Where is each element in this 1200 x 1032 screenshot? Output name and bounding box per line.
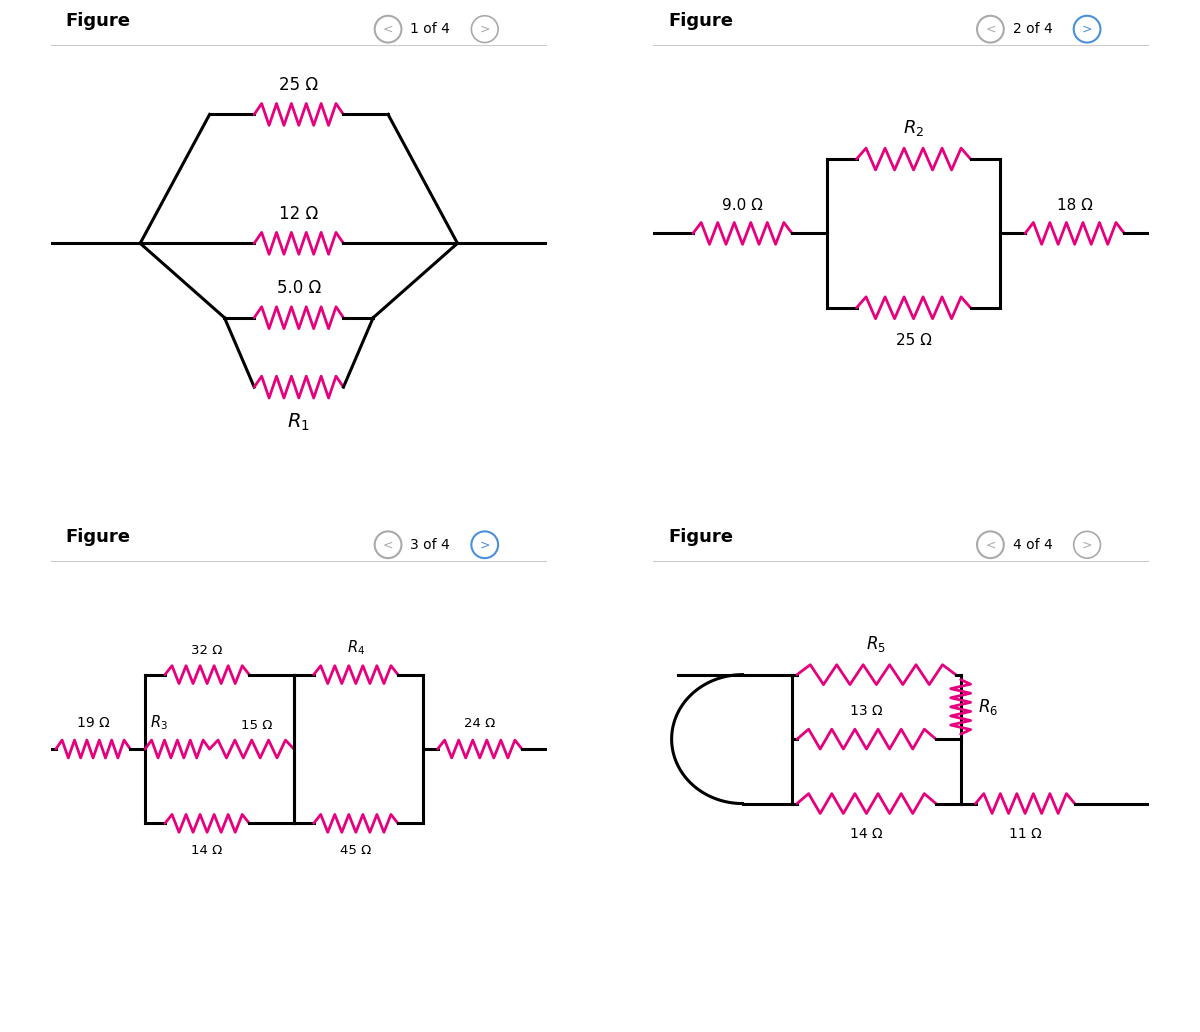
Text: >: > bbox=[1082, 23, 1092, 36]
Text: 45 Ω: 45 Ω bbox=[341, 844, 372, 858]
Text: 25 Ω: 25 Ω bbox=[280, 75, 318, 94]
Text: 14 Ω: 14 Ω bbox=[192, 844, 223, 858]
Text: 4 of 4: 4 of 4 bbox=[1013, 538, 1052, 552]
Text: 25 Ω: 25 Ω bbox=[895, 332, 931, 348]
Text: >: > bbox=[1082, 539, 1092, 551]
Text: <: < bbox=[985, 23, 996, 36]
Text: Figure: Figure bbox=[66, 527, 131, 546]
Text: <: < bbox=[985, 539, 996, 551]
Text: Figure: Figure bbox=[66, 12, 131, 30]
Text: $R_2$: $R_2$ bbox=[902, 119, 924, 138]
Text: $R_4$: $R_4$ bbox=[347, 639, 365, 657]
Text: 15 Ω: 15 Ω bbox=[241, 718, 272, 732]
Text: Figure: Figure bbox=[668, 12, 733, 30]
Text: <: < bbox=[383, 539, 394, 551]
Text: $R_3$: $R_3$ bbox=[150, 713, 168, 732]
Text: >: > bbox=[480, 539, 490, 551]
Text: $R_5$: $R_5$ bbox=[866, 634, 887, 654]
Text: 19 Ω: 19 Ω bbox=[77, 716, 109, 731]
Text: >: > bbox=[480, 23, 490, 36]
Text: 11 Ω: 11 Ω bbox=[1009, 828, 1042, 841]
Text: 5.0 Ω: 5.0 Ω bbox=[277, 279, 320, 297]
Text: $R_1$: $R_1$ bbox=[287, 412, 311, 433]
Text: 3 of 4: 3 of 4 bbox=[410, 538, 450, 552]
Text: 32 Ω: 32 Ω bbox=[192, 644, 223, 657]
Text: 24 Ω: 24 Ω bbox=[464, 717, 496, 731]
Text: 1 of 4: 1 of 4 bbox=[410, 22, 450, 36]
Text: <: < bbox=[383, 23, 394, 36]
Text: 9.0 Ω: 9.0 Ω bbox=[722, 197, 763, 213]
Text: 18 Ω: 18 Ω bbox=[1057, 197, 1093, 213]
Text: 12 Ω: 12 Ω bbox=[280, 204, 318, 223]
Text: Figure: Figure bbox=[668, 527, 733, 546]
Text: 2 of 4: 2 of 4 bbox=[1013, 22, 1052, 36]
Text: $R_6$: $R_6$ bbox=[978, 697, 998, 717]
Text: 14 Ω: 14 Ω bbox=[850, 828, 883, 841]
Text: 13 Ω: 13 Ω bbox=[850, 704, 883, 718]
